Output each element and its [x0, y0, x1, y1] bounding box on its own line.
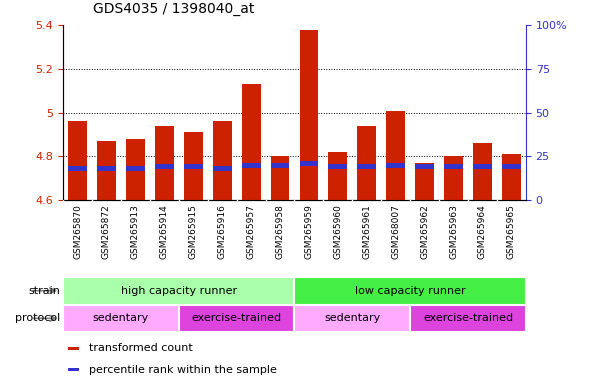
- Text: GSM265916: GSM265916: [218, 204, 227, 259]
- Bar: [242, 84, 260, 200]
- Text: GSM265872: GSM265872: [102, 204, 111, 259]
- Bar: [63, 277, 294, 305]
- Text: high capacity runner: high capacity runner: [121, 286, 237, 296]
- Bar: [213, 166, 231, 171]
- Bar: [502, 164, 521, 169]
- Bar: [68, 347, 79, 349]
- Bar: [444, 156, 463, 200]
- Bar: [386, 111, 405, 200]
- Bar: [444, 164, 463, 169]
- Bar: [415, 164, 434, 169]
- Bar: [242, 163, 260, 167]
- Bar: [410, 305, 526, 332]
- Bar: [502, 154, 521, 200]
- Bar: [68, 368, 79, 371]
- Bar: [473, 164, 492, 169]
- Bar: [179, 305, 294, 332]
- Text: strain: strain: [28, 286, 60, 296]
- Bar: [184, 164, 203, 169]
- Text: low capacity runner: low capacity runner: [355, 286, 466, 296]
- Bar: [294, 277, 526, 305]
- Text: GSM265959: GSM265959: [305, 204, 314, 259]
- Bar: [126, 166, 145, 171]
- Bar: [473, 143, 492, 200]
- Bar: [299, 30, 319, 200]
- Bar: [358, 126, 376, 200]
- Text: exercise-trained: exercise-trained: [192, 313, 282, 323]
- Text: protocol: protocol: [15, 313, 60, 323]
- Bar: [184, 132, 203, 200]
- Bar: [299, 161, 319, 166]
- Text: GSM265915: GSM265915: [189, 204, 198, 259]
- Text: GSM268007: GSM268007: [391, 204, 400, 259]
- Bar: [97, 166, 116, 171]
- Bar: [126, 139, 145, 200]
- Bar: [68, 166, 87, 171]
- Text: sedentary: sedentary: [93, 313, 149, 323]
- Bar: [386, 163, 405, 167]
- Bar: [329, 152, 347, 200]
- Bar: [358, 164, 376, 169]
- Bar: [329, 164, 347, 169]
- Text: GSM265914: GSM265914: [160, 204, 169, 259]
- Text: GSM265963: GSM265963: [449, 204, 458, 259]
- Text: GSM265960: GSM265960: [334, 204, 343, 259]
- Bar: [155, 126, 174, 200]
- Text: percentile rank within the sample: percentile rank within the sample: [88, 364, 276, 374]
- Bar: [294, 305, 410, 332]
- Bar: [270, 156, 290, 200]
- Bar: [63, 305, 179, 332]
- Bar: [213, 121, 231, 200]
- Text: GSM265964: GSM265964: [478, 204, 487, 259]
- Text: exercise-trained: exercise-trained: [423, 313, 513, 323]
- Bar: [155, 164, 174, 169]
- Text: GSM265958: GSM265958: [275, 204, 284, 259]
- Bar: [415, 163, 434, 200]
- Text: transformed count: transformed count: [88, 343, 192, 353]
- Text: GSM265961: GSM265961: [362, 204, 371, 259]
- Text: GDS4035 / 1398040_at: GDS4035 / 1398040_at: [93, 2, 255, 16]
- Text: GSM265957: GSM265957: [246, 204, 255, 259]
- Bar: [270, 163, 290, 167]
- Text: GSM265965: GSM265965: [507, 204, 516, 259]
- Text: GSM265962: GSM265962: [420, 204, 429, 259]
- Text: GSM265913: GSM265913: [131, 204, 140, 259]
- Bar: [97, 141, 116, 200]
- Text: sedentary: sedentary: [324, 313, 380, 323]
- Text: GSM265870: GSM265870: [73, 204, 82, 259]
- Bar: [68, 121, 87, 200]
